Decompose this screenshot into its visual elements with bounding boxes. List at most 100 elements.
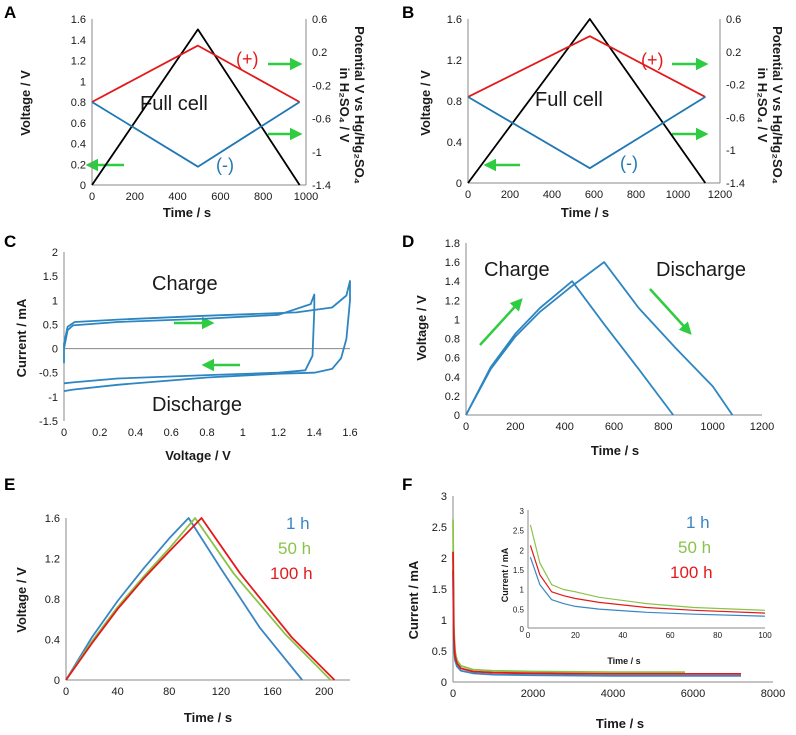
x-tick-label: 0 bbox=[526, 631, 531, 640]
series-line- bbox=[91, 101, 301, 168]
legend-f-100h: 100 h bbox=[670, 563, 713, 582]
y-tick-label: 1 bbox=[80, 76, 86, 88]
chart-a: 0 200 400 600 800 1000 0 0.2 0.4 0.6 0.8 1 1.2 1.4 1.6… bbox=[71, 14, 331, 203]
panel-label-e: E bbox=[4, 475, 15, 494]
x-tick-label: 400 bbox=[555, 421, 573, 433]
series-line-1-4-v bbox=[465, 280, 674, 416]
y-tick-label: 1.8 bbox=[445, 238, 460, 250]
x-tick-label: 20 bbox=[571, 631, 580, 640]
x-tick-label: 80 bbox=[163, 686, 175, 698]
annotation-arrows bbox=[85, 57, 709, 372]
y-tick-label: 0.6 bbox=[71, 118, 86, 130]
y-tick-label: 2 bbox=[441, 553, 447, 565]
y-tick-label: 1.6 bbox=[445, 257, 460, 269]
panel-a-minus-label: (-) bbox=[216, 155, 234, 175]
legend-f-1h: 1 h bbox=[686, 513, 710, 532]
x-tick-label: 200 bbox=[315, 686, 333, 698]
y2-tick-label: 0.6 bbox=[312, 14, 327, 26]
y-tick-label: 2 bbox=[520, 546, 525, 555]
panel-f-ylabel: Current / mA bbox=[406, 560, 421, 639]
chart-f-inset: 0 20 40 60 80 100 0 0.5 1 1.5 2 2.5 3 bbox=[513, 507, 772, 640]
x-tick-label: 0 bbox=[465, 189, 471, 201]
x-tick-label: 0.2 bbox=[92, 427, 107, 439]
y-tick-label: 0 bbox=[454, 410, 460, 422]
series-line-100-h bbox=[452, 551, 741, 675]
panel-b-full-cell-label: Full cell bbox=[535, 89, 603, 111]
chart-b: 0 200 400 600 800 1000 1200 0 0.4 0.8 1.2 1.6 -1.4 -1… bbox=[447, 14, 745, 201]
chart-e: 0 40 80 120 160 200 0 0.4 0.8 1.2 1.6 bbox=[45, 513, 350, 698]
x-tick-label: 1200 bbox=[750, 421, 774, 433]
chart-c: 0 0.2 0.4 0.6 0.8 1 1.2 1.4 1.6 -1.5 -1 -0.5 0 0.5 1 1.… bbox=[39, 247, 358, 439]
x-tick-label: 800 bbox=[654, 421, 672, 433]
panel-b-y2label-1: Potential V vs Hg/Hg₂SO₄ bbox=[770, 26, 785, 184]
x-tick-label: 40 bbox=[618, 631, 627, 640]
x-tick-label: 600 bbox=[211, 191, 229, 203]
y-tick-label: 1.5 bbox=[43, 271, 58, 283]
panel-d-discharge-label: Discharge bbox=[656, 259, 746, 281]
panel-c-ylabel: Current / mA bbox=[14, 298, 29, 377]
panel-b-minus-label: (-) bbox=[620, 153, 638, 173]
y-tick-label: 0 bbox=[54, 675, 60, 687]
chart-d: 0 200 400 600 800 1000 1200 0 0.2 0.4 0.6 0.8 1 1.2 1.… bbox=[445, 238, 775, 433]
panel-c-xlabel: Voltage / V bbox=[165, 448, 231, 463]
panel-f-xlabel: Time / s bbox=[596, 716, 644, 731]
x-tick-label: 0.8 bbox=[199, 427, 214, 439]
y-tick-label: 0.8 bbox=[71, 97, 86, 109]
plot-layer: 0 200 400 600 800 100000.20.40.60.811.21.41.6… bbox=[39, 14, 785, 700]
panel-f-inset-xlabel: Time / s bbox=[607, 656, 640, 666]
panel-c-charge-label: Charge bbox=[152, 273, 218, 295]
x-tick-label: 0.6 bbox=[164, 427, 179, 439]
panel-b-y2label-2: in H₂SO₄ / V bbox=[755, 68, 770, 143]
y2-tick-label: -0.6 bbox=[726, 112, 745, 124]
y-tick-label: 0.5 bbox=[513, 605, 525, 614]
x-tick-label: 0 bbox=[450, 688, 456, 700]
series-line-1-h bbox=[452, 570, 741, 677]
x-tick-label: 600 bbox=[585, 189, 603, 201]
series-line-1-4-v-window bbox=[63, 293, 316, 385]
panel-label-f: F bbox=[402, 475, 412, 494]
x-tick-label: 800 bbox=[627, 189, 645, 201]
y-tick-label: 1.4 bbox=[445, 276, 460, 288]
panel-label-c: C bbox=[4, 232, 16, 251]
x-tick-label: 40 bbox=[112, 686, 124, 698]
y2-tick-label: -0.2 bbox=[312, 80, 331, 92]
series-line-50-h bbox=[529, 524, 766, 611]
y-tick-label: 0.8 bbox=[447, 96, 462, 108]
y-tick-label: 0.2 bbox=[71, 159, 86, 171]
panel-label-a: A bbox=[4, 3, 16, 22]
x-tick-label: 200 bbox=[126, 191, 144, 203]
y-tick-label: 1.2 bbox=[45, 554, 60, 566]
x-tick-label: 1.6 bbox=[342, 427, 357, 439]
y2-tick-label: 0.6 bbox=[726, 14, 741, 26]
x-tick-label: 1.4 bbox=[307, 427, 322, 439]
x-tick-label: 600 bbox=[605, 421, 623, 433]
panel-a-full-cell-label: Full cell bbox=[140, 93, 208, 115]
y-tick-label: 1 bbox=[52, 295, 58, 307]
y-tick-label: 0 bbox=[520, 625, 525, 634]
series-line-1-h bbox=[65, 517, 303, 681]
x-tick-label: 0 bbox=[63, 686, 69, 698]
y-tick-label: 1.2 bbox=[445, 295, 460, 307]
y-tick-label: 1.4 bbox=[71, 35, 86, 47]
x-tick-label: 80 bbox=[713, 631, 722, 640]
x-tick-label: 1000 bbox=[666, 189, 690, 201]
y2-tick-label: -1 bbox=[726, 145, 736, 157]
x-tick-label: 1 bbox=[240, 427, 246, 439]
y-tick-label: 1 bbox=[454, 314, 460, 326]
series-line-full-cell bbox=[467, 18, 707, 184]
y2-tick-label: 0.2 bbox=[726, 47, 741, 59]
panel-a-xlabel: Time / s bbox=[163, 205, 211, 220]
legend-f-50h: 50 h bbox=[678, 538, 711, 557]
y2-tick-label: 0.2 bbox=[312, 47, 327, 59]
panel-a-plus-label: (+) bbox=[236, 49, 259, 69]
y-tick-label: 1 bbox=[520, 586, 525, 595]
y-tick-label: 0.8 bbox=[45, 594, 60, 606]
series-line-1-h bbox=[529, 557, 766, 617]
x-tick-label: 0.4 bbox=[128, 427, 143, 439]
panel-b-plus-label: (+) bbox=[641, 50, 664, 70]
legend-e-100h: 100 h bbox=[270, 564, 313, 583]
y-tick-label: 1.5 bbox=[513, 566, 525, 575]
legend-e-50h: 50 h bbox=[278, 539, 311, 558]
x-tick-label: 400 bbox=[543, 189, 561, 201]
